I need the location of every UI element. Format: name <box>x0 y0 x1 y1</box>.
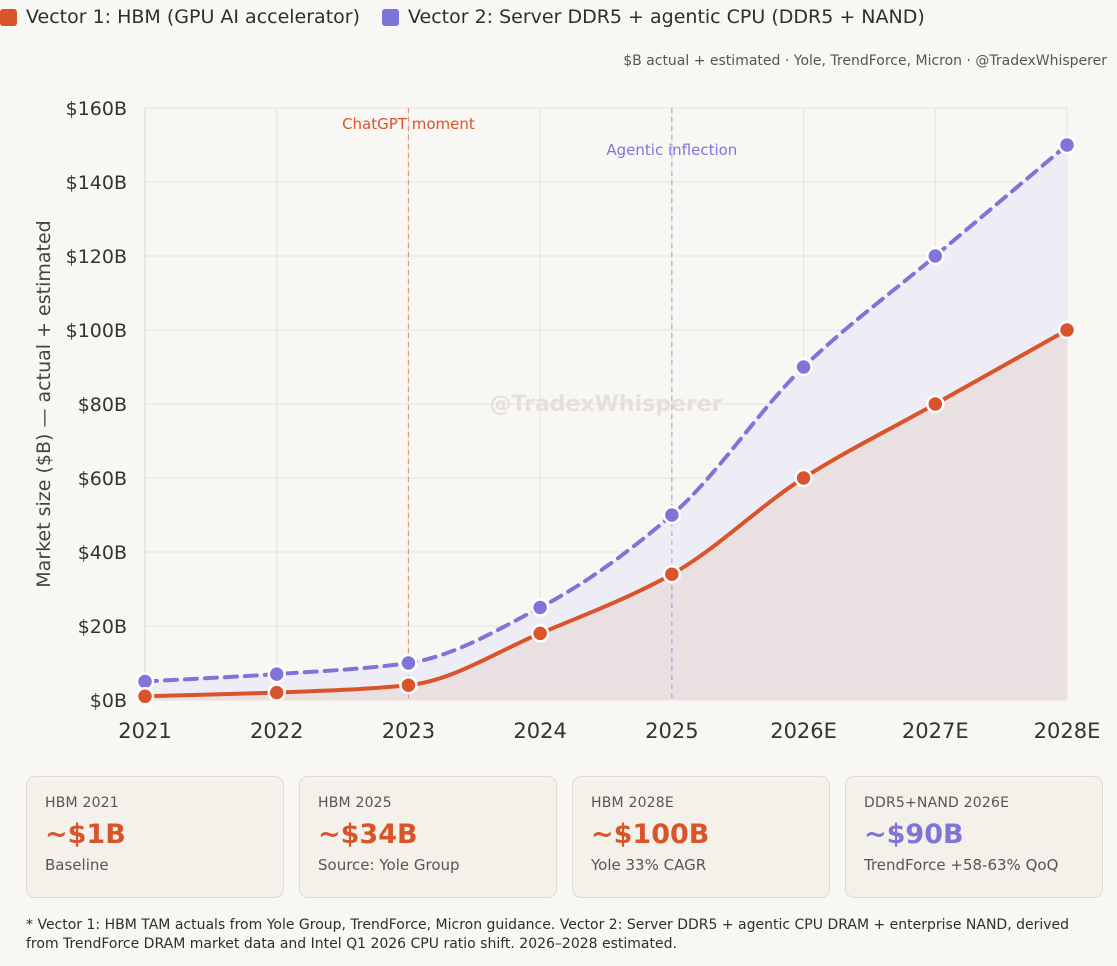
data-point-ddr5 <box>662 505 682 525</box>
data-point-hbm <box>662 564 682 584</box>
chart-legend: Vector 1: HBM (GPU AI accelerator) Vecto… <box>0 4 947 30</box>
x-tick-label: 2026E <box>770 719 837 743</box>
y-tick-label: $20B <box>78 616 127 638</box>
watermark: @TradexWhisperer <box>490 392 723 417</box>
stat-card-value: ~$100B <box>591 819 710 850</box>
stat-card-sub: Baseline <box>45 856 109 874</box>
series-line-hbm <box>143 328 1069 699</box>
legend-swatch-ddr5 <box>382 8 399 26</box>
data-point-hbm <box>399 675 418 695</box>
y-axis-label: Market size ($B) — actual + estimated <box>33 220 55 587</box>
stat-card-hbm-2021: HBM 2021 ~$1B Baseline <box>26 776 284 898</box>
data-point-ddr5 <box>1057 135 1077 155</box>
stat-card-hbm-2028e: HBM 2028E ~$100B Yole 33% CAGR <box>572 776 830 898</box>
data-point-hbm <box>267 683 286 702</box>
legend-label-hbm: Vector 1: HBM (GPU AI accelerator) <box>26 6 360 28</box>
y-tick-label: $100B <box>66 320 127 342</box>
data-point-ddr5 <box>399 653 418 673</box>
data-point-hbm <box>794 468 813 488</box>
y-tick-label: $80B <box>78 394 127 416</box>
market-size-chart: $0B $20B $40B $60B $80B $100B $120B $140B $160B 2… <box>33 98 1101 743</box>
series-area-hbm <box>145 330 1067 700</box>
stat-card-sub: Yole 33% CAGR <box>591 856 707 874</box>
y-tick-label: $60B <box>78 468 127 490</box>
stat-card-ddr5-nand-2026e: DDR5+NAND 2026E ~$90B TrendForce +58-63%… <box>845 776 1103 898</box>
x-tick-label: 2024 <box>513 719 566 743</box>
stat-card-label: DDR5+NAND 2026E <box>864 795 1010 811</box>
series-line-ddr5 <box>143 143 1069 684</box>
data-point-hbm <box>926 394 945 414</box>
legend-item-ddr5: Vector 2: Server DDR5 + agentic CPU (DDR… <box>382 6 925 28</box>
data-point-hbm <box>135 687 155 706</box>
y-tick-label: $160B <box>66 98 127 120</box>
legend-item-hbm: Vector 1: HBM (GPU AI accelerator) <box>0 6 360 28</box>
y-tick-label: $120B <box>66 246 127 268</box>
data-point-ddr5 <box>926 246 945 266</box>
y-tick-label: $140B <box>66 172 127 194</box>
stat-card-sub: Source: Yole Group <box>318 856 460 874</box>
stat-card-label: HBM 2021 <box>45 795 119 811</box>
x-tick-label: 2025 <box>645 719 698 743</box>
stat-card-value: ~$34B <box>318 819 418 850</box>
data-point-ddr5 <box>530 598 550 617</box>
x-tick-label: 2021 <box>118 719 171 743</box>
annotation-label: Agentic inflection <box>606 141 737 159</box>
y-tick-label: $40B <box>78 542 127 564</box>
data-point-ddr5 <box>267 664 286 684</box>
source-note: $B actual + estimated · Yole, TrendForce… <box>623 53 1107 69</box>
stat-card-value: ~$1B <box>45 819 126 850</box>
x-tick-label: 2022 <box>250 719 303 743</box>
annotation-label: ChatGPT moment <box>342 115 475 133</box>
legend-label-ddr5: Vector 2: Server DDR5 + agentic CPU (DDR… <box>408 6 925 28</box>
x-tick-label: 2023 <box>382 719 435 743</box>
data-point-hbm <box>1057 320 1077 340</box>
data-point-hbm <box>530 624 550 643</box>
x-tick-label: 2027E <box>902 719 969 743</box>
x-tick-label: 2028E <box>1034 719 1101 743</box>
stat-card-label: HBM 2028E <box>591 795 674 811</box>
footnote: * Vector 1: HBM TAM actuals from Yole Gr… <box>26 917 1070 952</box>
data-point-ddr5 <box>794 357 813 377</box>
stat-card-label: HBM 2025 <box>318 795 392 811</box>
legend-swatch-hbm <box>0 8 17 26</box>
y-tick-label: $0B <box>90 690 127 712</box>
stat-card-sub: TrendForce +58-63% QoQ <box>864 856 1059 874</box>
stat-card-hbm-2025: HBM 2025 ~$34B Source: Yole Group <box>299 776 557 898</box>
stat-card-value: ~$90B <box>864 819 964 850</box>
